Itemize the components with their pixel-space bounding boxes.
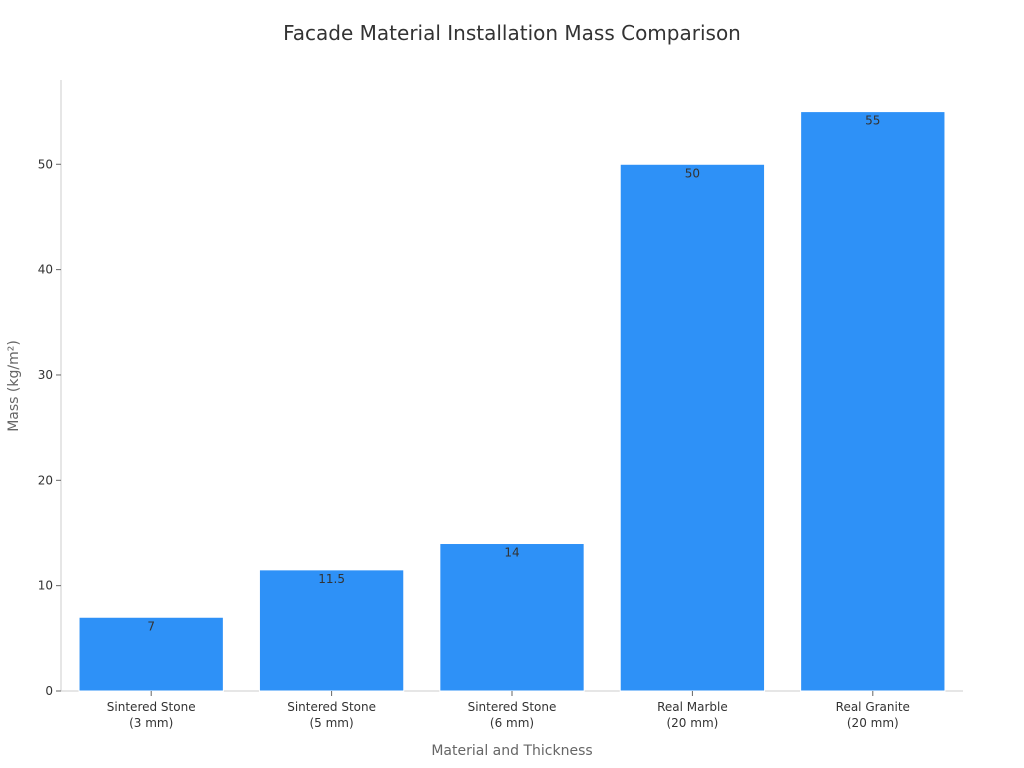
x-tick-label: Sintered Stone (6 mm) bbox=[468, 700, 557, 730]
data-label: 55 bbox=[865, 114, 880, 128]
y-tick-label: 50 bbox=[38, 157, 53, 171]
bar bbox=[258, 569, 405, 692]
y-tick-label: 30 bbox=[38, 368, 53, 382]
x-tick-label-line: (6 mm) bbox=[490, 716, 534, 730]
x-tick-label-line: Sintered Stone bbox=[468, 700, 557, 714]
x-tick-label-line: Real Marble bbox=[657, 700, 728, 714]
data-label: 14 bbox=[504, 546, 519, 560]
bar bbox=[619, 163, 766, 692]
x-tick-label: Sintered Stone (5 mm) bbox=[287, 700, 376, 730]
data-label: 7 bbox=[147, 619, 155, 633]
y-tick-label: 0 bbox=[45, 684, 53, 698]
bar bbox=[800, 111, 946, 692]
y-tick-label: 40 bbox=[38, 263, 53, 277]
y-tick-label: 20 bbox=[38, 473, 53, 487]
x-tick-label: Sintered Stone (3 mm) bbox=[107, 700, 196, 730]
plot-area: 0 10 20 30 40 50 7 Sintered Stone (3 mm) 11.5 Sint… bbox=[38, 80, 963, 730]
x-tick-label-line: (20 mm) bbox=[666, 716, 718, 730]
x-tick-label-line: (3 mm) bbox=[129, 716, 173, 730]
x-tick-label-line: (20 mm) bbox=[847, 716, 899, 730]
chart-title: Facade Material Installation Mass Compar… bbox=[283, 21, 741, 45]
bar bbox=[439, 543, 585, 692]
x-tick-label-line: Sintered Stone bbox=[287, 700, 376, 714]
y-axis-title: Mass (kg/m²) bbox=[6, 340, 22, 432]
x-axis-title: Material and Thickness bbox=[431, 743, 592, 759]
data-label: 11.5 bbox=[318, 572, 345, 586]
x-tick-label: Real Granite (20 mm) bbox=[836, 700, 910, 730]
bar bbox=[78, 616, 224, 692]
x-tick-label: Real Marble (20 mm) bbox=[657, 700, 728, 730]
y-tick-label: 10 bbox=[38, 579, 53, 593]
x-tick-label-line: Sintered Stone bbox=[107, 700, 196, 714]
x-tick-label-line: Real Granite bbox=[836, 700, 910, 714]
data-label: 50 bbox=[685, 166, 700, 180]
x-tick-label-line: (5 mm) bbox=[309, 716, 353, 730]
